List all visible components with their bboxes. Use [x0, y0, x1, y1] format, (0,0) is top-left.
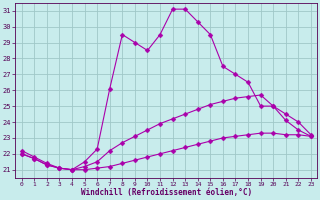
- X-axis label: Windchill (Refroidissement éolien,°C): Windchill (Refroidissement éolien,°C): [81, 188, 252, 197]
